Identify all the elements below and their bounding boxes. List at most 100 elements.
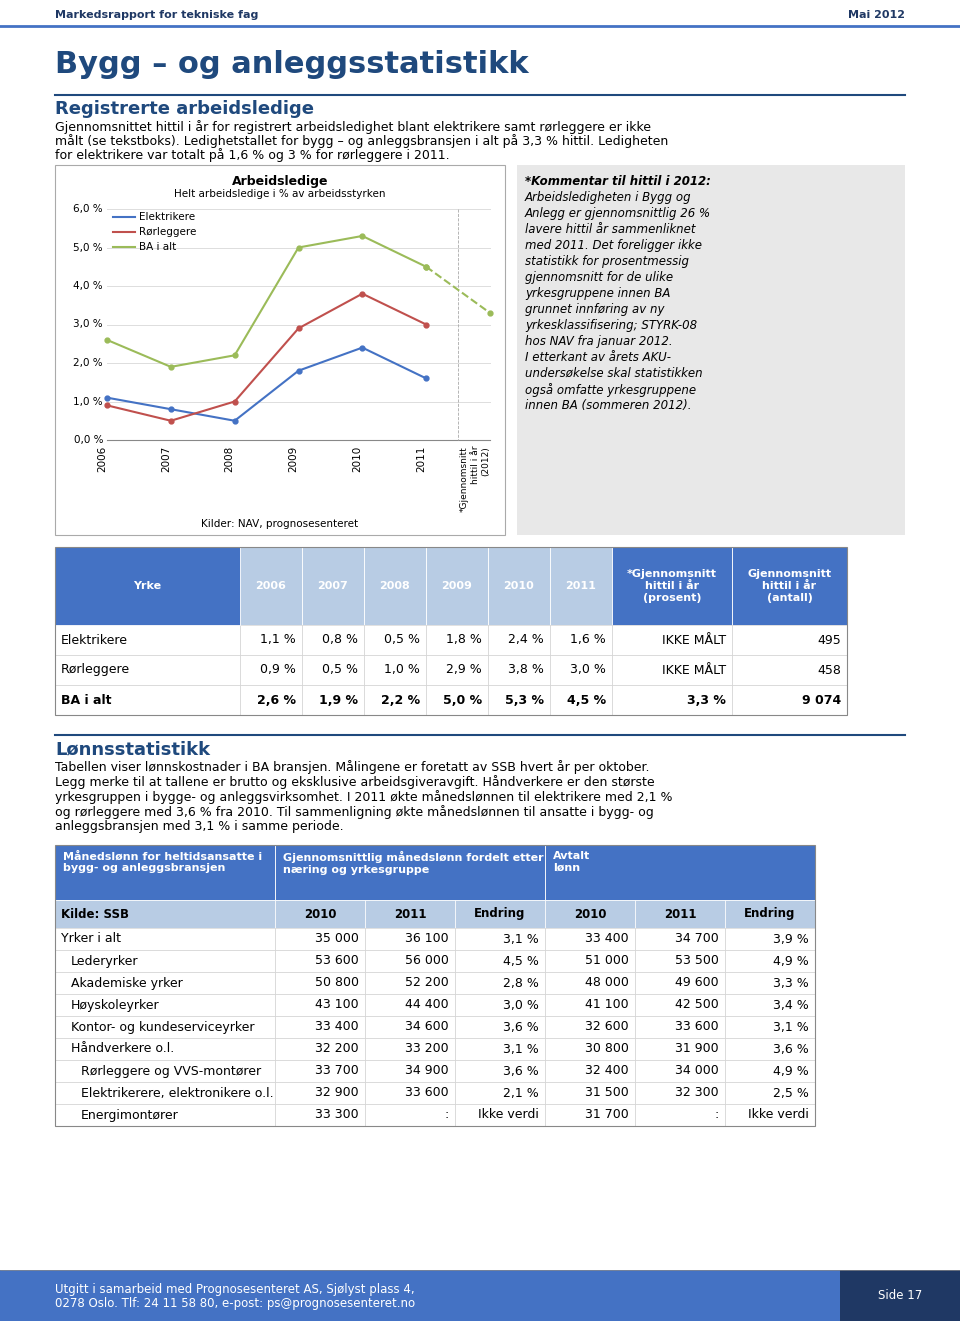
Text: 6,0 %: 6,0 % [73,203,103,214]
Text: 9 074: 9 074 [802,694,841,707]
Bar [275,1016,365,1038]
Text: Bygg – og anleggsstatistikk: Bygg – og anleggsstatistikk [55,50,529,79]
Bar [488,547,550,625]
Text: grunnet innføring av ny: grunnet innføring av ny [525,303,664,316]
Text: Rørleggere: Rørleggere [61,663,131,676]
Text: 2010: 2010 [504,581,535,590]
Text: Høyskoleyrker: Høyskoleyrker [71,999,159,1012]
Text: 4,0 %: 4,0 % [73,281,103,291]
Text: 49 600: 49 600 [676,976,719,989]
Text: 31 900: 31 900 [676,1042,719,1055]
Text: 3,4 %: 3,4 % [773,999,809,1012]
Text: 36 100: 36 100 [405,933,449,946]
Text: :: : [444,1108,449,1122]
Bar [455,950,545,972]
Text: 35 000: 35 000 [315,933,359,946]
Bar [725,993,815,1016]
Text: 5,3 %: 5,3 % [505,694,544,707]
Text: 33 600: 33 600 [676,1021,719,1033]
Bar [635,1016,725,1038]
Bar [545,1038,635,1059]
Text: 31 500: 31 500 [586,1086,629,1099]
Bar [55,972,275,993]
Bar [455,1038,545,1059]
Text: anleggsbransjen med 3,1 % i samme periode.: anleggsbransjen med 3,1 % i samme period… [55,820,344,834]
Bar [545,1016,635,1038]
Text: 0278 Oslo. Tlf: 24 11 58 80, e-post: ps@prognosesenteret.no: 0278 Oslo. Tlf: 24 11 58 80, e-post: ps@… [55,1297,415,1310]
Bar [55,165,505,535]
Text: undersøkelse skal statistikken: undersøkelse skal statistikken [525,367,703,380]
Bar [365,1038,455,1059]
Bar [275,845,545,900]
Text: 2009: 2009 [442,581,472,590]
Text: 56 000: 56 000 [405,955,449,967]
Bar [455,1082,545,1104]
Text: 4,5 %: 4,5 % [503,955,539,967]
Text: 3,9 %: 3,9 % [773,933,809,946]
Bar [488,655,550,686]
Text: Yrker i alt: Yrker i alt [61,933,121,946]
Text: 33 300: 33 300 [316,1108,359,1122]
Text: 52 200: 52 200 [405,976,449,989]
Bar [55,1016,275,1038]
Text: 5,0 %: 5,0 % [73,243,103,252]
Bar [455,1016,545,1038]
Bar [55,1104,275,1125]
Bar [365,900,455,927]
Bar [364,547,426,625]
Text: Legg merke til at tallene er brutto og eksklusive arbeidsgiveravgift. Håndverker: Legg merke til at tallene er brutto og e… [55,775,655,789]
Bar [55,686,240,715]
Bar [517,165,905,535]
Bar [275,1059,365,1082]
Text: 32 900: 32 900 [316,1086,359,1099]
Text: 50 800: 50 800 [315,976,359,989]
Text: 3,6 %: 3,6 % [503,1065,539,1078]
Bar [725,950,815,972]
Text: Elektrikere: Elektrikere [139,211,195,222]
Text: Tabellen viser lønnskostnader i BA bransjen. Målingene er foretatt av SSB hvert : Tabellen viser lønnskostnader i BA brans… [55,760,650,774]
Text: 495: 495 [817,634,841,646]
Text: Markedsrapport for tekniske fag: Markedsrapport for tekniske fag [55,11,258,20]
Text: 2006: 2006 [97,446,107,472]
Text: IKKE MÅLT: IKKE MÅLT [661,663,726,676]
Bar [725,1059,815,1082]
Text: 5,0 %: 5,0 % [443,694,482,707]
Bar [455,927,545,950]
Text: statistikk for prosentmessig: statistikk for prosentmessig [525,255,689,268]
Text: 0,8 %: 0,8 % [322,634,358,646]
Bar [550,547,612,625]
Text: 3,1 %: 3,1 % [503,933,539,946]
Text: 33 700: 33 700 [315,1065,359,1078]
Text: 1,6 %: 1,6 % [570,634,606,646]
Bar [545,900,635,927]
Bar [55,1082,275,1104]
Text: 48 000: 48 000 [586,976,629,989]
Bar [635,1059,725,1082]
Text: 44 400: 44 400 [405,999,449,1012]
Text: Endring: Endring [744,908,796,921]
Bar [725,1082,815,1104]
Bar [275,1038,365,1059]
Bar [55,625,240,655]
Bar [302,655,364,686]
Text: 2,5 %: 2,5 % [773,1086,809,1099]
Bar [635,993,725,1016]
Text: hos NAV fra januar 2012.: hos NAV fra januar 2012. [525,336,673,347]
Text: Mai 2012: Mai 2012 [848,11,905,20]
Text: Arbeidsledige: Arbeidsledige [231,174,328,188]
Bar [545,927,635,950]
Text: med 2011. Det foreligger ikke: med 2011. Det foreligger ikke [525,239,702,252]
Text: 1,8 %: 1,8 % [446,634,482,646]
Text: 0,5 %: 0,5 % [384,634,420,646]
Bar [426,655,488,686]
Bar [612,655,732,686]
Text: Gjennomsnitt
hittil i år
(antall): Gjennomsnitt hittil i år (antall) [748,569,831,602]
Text: 0,5 %: 0,5 % [322,663,358,676]
Text: og rørleggere med 3,6 % fra 2010. Til sammenligning økte månedslønnen til ansatt: og rørleggere med 3,6 % fra 2010. Til sa… [55,804,654,819]
Text: 33 600: 33 600 [405,1086,449,1099]
Bar [725,1104,815,1125]
Bar [364,625,426,655]
Text: 53 600: 53 600 [315,955,359,967]
Text: IKKE MÅLT: IKKE MÅLT [661,634,726,646]
Text: 3,0 %: 3,0 % [73,320,103,329]
